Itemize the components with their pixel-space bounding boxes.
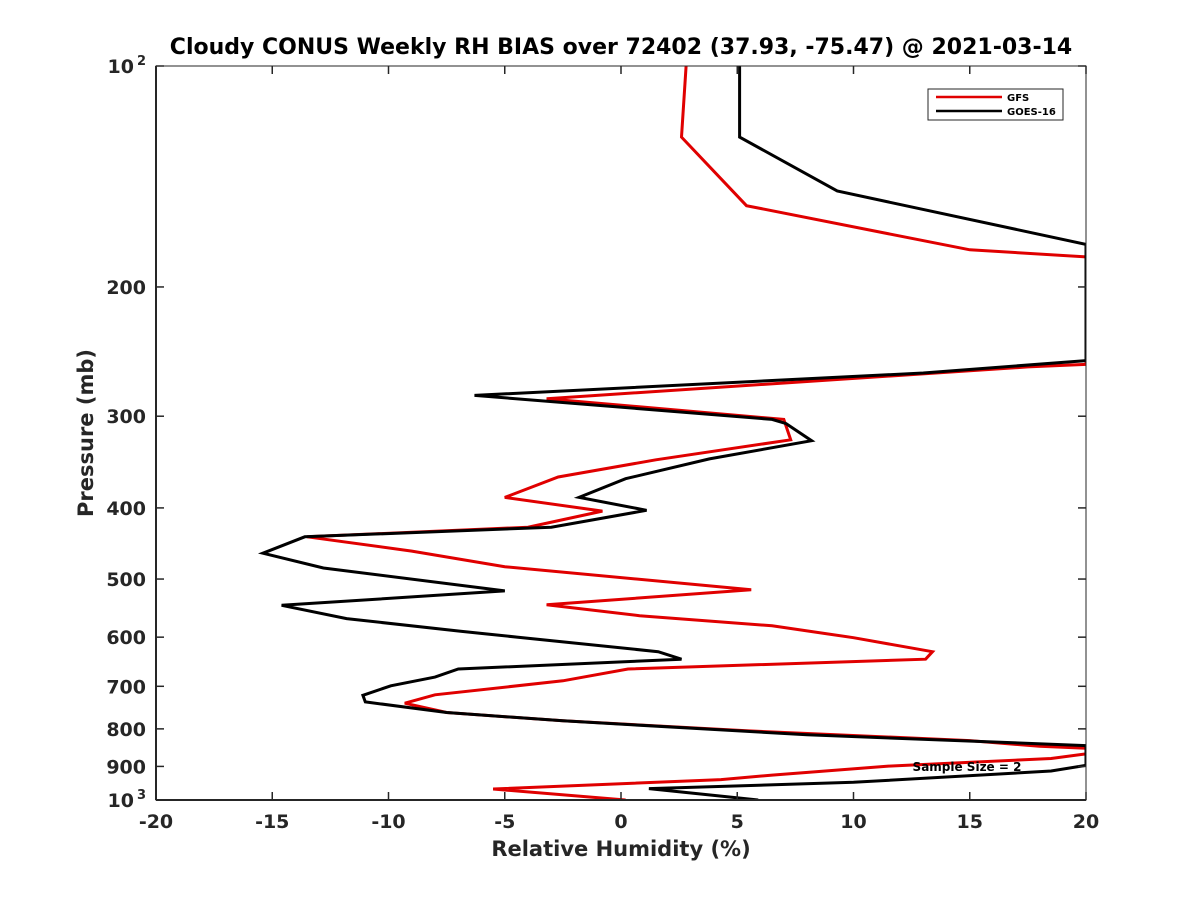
x-tick-label: 20 bbox=[1073, 811, 1099, 833]
legend: GFS GOES-16 bbox=[927, 88, 1064, 121]
y-axis-title: Pressure (mb) bbox=[74, 349, 98, 517]
plot-frame bbox=[155, 65, 1087, 801]
y-tick-label: 500 bbox=[106, 569, 146, 591]
y-tick-label: 10 bbox=[108, 790, 134, 812]
y-tick-label: 400 bbox=[106, 498, 146, 520]
series-line-gfs bbox=[306, 66, 1086, 800]
y-tick-exponent: 2 bbox=[137, 54, 146, 69]
legend-label-gfs: GFS bbox=[1007, 93, 1029, 104]
x-tick-label: 10 bbox=[840, 811, 866, 833]
x-tick-label: -5 bbox=[494, 811, 515, 833]
y-tick-label: 900 bbox=[106, 756, 146, 778]
y-tick-label: 300 bbox=[106, 406, 146, 428]
y-tick-exponent: 3 bbox=[137, 788, 146, 803]
sample-size-annotation: Sample Size = 2 bbox=[913, 760, 1022, 774]
y-tick-label: 10 bbox=[108, 56, 134, 78]
series-layer bbox=[257, 66, 1086, 800]
x-tick-label: -10 bbox=[371, 811, 405, 833]
y-tick-label: 800 bbox=[106, 719, 146, 741]
x-tick-label: -15 bbox=[255, 811, 289, 833]
y-tick-label: 200 bbox=[106, 277, 146, 299]
y-tick-label: 600 bbox=[106, 627, 146, 649]
x-axis-ticks: -20 -15 -10 -5 0 5 10 15 20 bbox=[139, 66, 1099, 833]
y-tick-label: 700 bbox=[106, 676, 146, 698]
series-line-goes-16 bbox=[257, 66, 1086, 800]
x-tick-label: 5 bbox=[731, 811, 744, 833]
x-tick-label: -20 bbox=[139, 811, 173, 833]
x-tick-label: 15 bbox=[957, 811, 983, 833]
x-tick-label: 0 bbox=[614, 811, 627, 833]
legend-box bbox=[927, 88, 1064, 121]
chart-title: Cloudy CONUS Weekly RH BIAS over 72402 (… bbox=[170, 35, 1072, 60]
x-axis-title: Relative Humidity (%) bbox=[491, 837, 750, 861]
legend-label-goes16: GOES-16 bbox=[1007, 107, 1056, 118]
